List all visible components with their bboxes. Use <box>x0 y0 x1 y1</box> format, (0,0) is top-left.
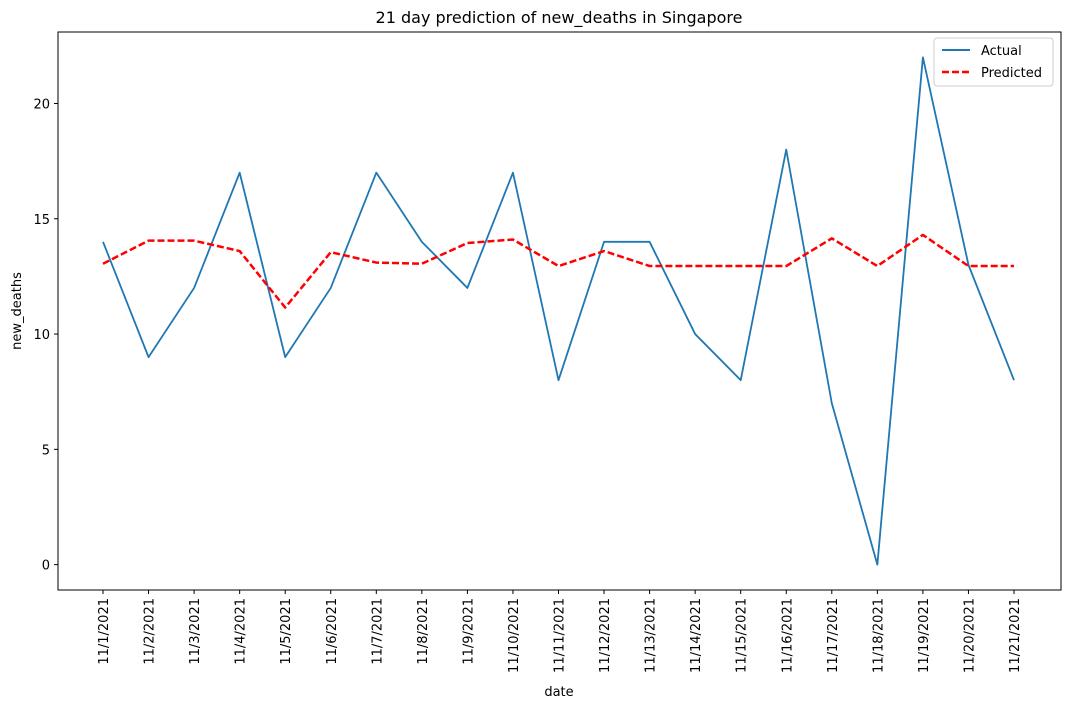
y-tick-label: 10 <box>33 328 50 343</box>
y-axis-label: new_deaths <box>10 272 25 350</box>
series-line-predicted <box>102 233 1014 309</box>
y-tick-label: 20 <box>33 97 50 112</box>
y-tick-label: 0 <box>42 559 50 574</box>
x-tick-label: 11/1/2021 <box>97 598 112 665</box>
plot-lines <box>102 56 1015 566</box>
y-tick-label: 15 <box>33 213 50 228</box>
plot-area-frame <box>57 31 1062 591</box>
x-tick-label: 11/14/2021 <box>689 598 704 673</box>
legend-label-predicted: Predicted <box>981 66 1042 81</box>
x-tick-label: 11/12/2021 <box>598 598 613 673</box>
legend: Actual Predicted <box>933 37 1054 87</box>
x-tick-label: 11/18/2021 <box>871 598 886 673</box>
chart-title: 21 day prediction of new_deaths in Singa… <box>376 8 743 28</box>
x-tick-label: 11/6/2021 <box>325 598 340 665</box>
y-axis: 0 5 10 15 20 <box>33 97 58 574</box>
x-tick-label: 11/8/2021 <box>416 598 431 665</box>
x-tick-label: 11/19/2021 <box>917 598 932 673</box>
x-tick-label: 11/17/2021 <box>826 598 841 673</box>
x-tick-label: 11/15/2021 <box>735 598 750 673</box>
x-tick-label: 11/21/2021 <box>1008 598 1023 673</box>
x-tick-label: 11/10/2021 <box>507 598 522 673</box>
x-tick-label: 11/5/2021 <box>279 598 294 665</box>
x-tick-label: 11/20/2021 <box>962 598 977 673</box>
x-tick-label: 11/4/2021 <box>234 598 249 665</box>
x-axis-label: date <box>544 685 573 700</box>
x-axis: 11/1/2021 11/2/2021 11/3/2021 11/4/2021 11/5… <box>97 590 1023 673</box>
x-tick-label: 11/16/2021 <box>780 598 795 673</box>
series-line-actual <box>102 56 1015 566</box>
legend-label-actual: Actual <box>981 44 1022 59</box>
x-tick-label: 11/13/2021 <box>644 598 659 673</box>
x-tick-label: 11/3/2021 <box>188 598 203 665</box>
x-tick-label: 11/7/2021 <box>370 598 385 665</box>
y-tick-label: 5 <box>42 443 50 458</box>
x-tick-label: 11/2/2021 <box>143 598 158 665</box>
x-tick-label: 11/9/2021 <box>461 598 476 665</box>
x-tick-label: 11/11/2021 <box>553 598 568 673</box>
